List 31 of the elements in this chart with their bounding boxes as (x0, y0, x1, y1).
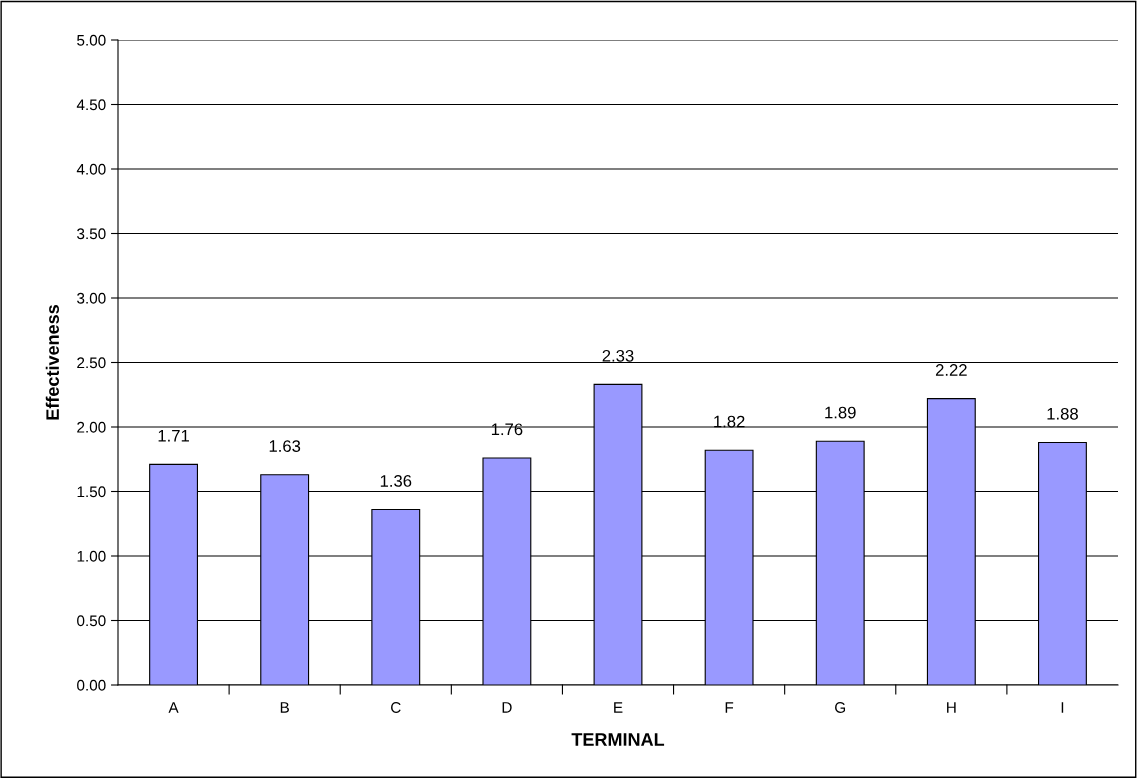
data-label: 2.33 (602, 349, 634, 362)
y-tick-label: 2.50 (77, 357, 106, 369)
data-label: 1.36 (380, 475, 412, 487)
y-axis-title: Effectiveness (45, 305, 59, 420)
x-tick-label: F (725, 702, 734, 713)
y-tick-label: 0.00 (77, 679, 106, 691)
x-tick-label: G (835, 702, 846, 713)
y-tick-label: 3.00 (77, 292, 106, 304)
y-tick-label: 1.50 (77, 486, 106, 498)
x-tick-label: B (280, 702, 289, 713)
x-tick-label: E (614, 702, 623, 713)
data-label: 1.76 (491, 423, 523, 436)
y-tick-label: 2.00 (77, 421, 106, 433)
data-label: 1.63 (269, 440, 301, 452)
y-tick-label: 4.00 (76, 163, 106, 175)
y-tick-label: 4.50 (76, 99, 106, 111)
data-label: 1.89 (825, 406, 856, 419)
data-label: 2.22 (935, 364, 967, 376)
y-tick-label: 1.00 (77, 550, 106, 562)
x-tick-label: H (947, 702, 956, 713)
data-label: 1.71 (158, 430, 189, 442)
data-label: 1.88 (1047, 407, 1078, 420)
x-tick-label: C (391, 702, 401, 713)
data-label: 1.82 (714, 415, 745, 428)
y-tick-label: 3.50 (77, 228, 106, 240)
y-tick-label: 0.50 (77, 615, 106, 627)
x-axis-title: TERMINAL (571, 733, 665, 746)
x-tick-label: D (502, 702, 512, 713)
x-tick-label: I (1061, 702, 1064, 713)
y-tick-label: 5.00 (77, 34, 106, 46)
x-tick-label: A (168, 702, 179, 713)
